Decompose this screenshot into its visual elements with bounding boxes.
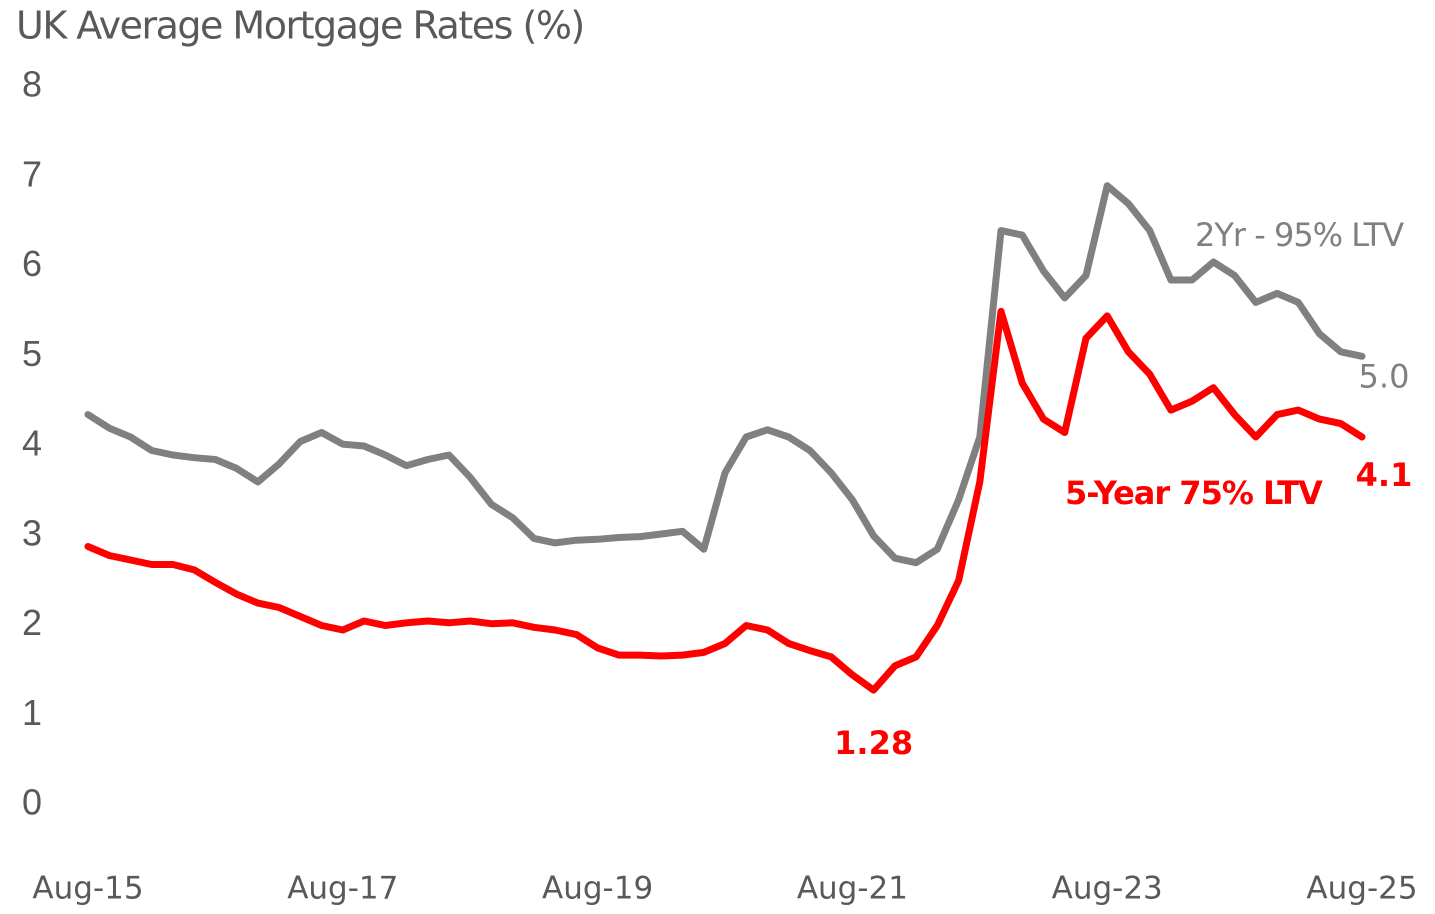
chart-title: UK Average Mortgage Rates (%) — [16, 4, 584, 48]
y-tick-label: 6 — [22, 243, 42, 284]
data-label: 4.1 — [1356, 456, 1413, 494]
x-tick-label: Aug-19 — [542, 871, 653, 907]
y-tick-label: 8 — [22, 64, 42, 105]
data-label: 1.28 — [834, 724, 913, 762]
series-line — [84, 307, 1366, 694]
y-tick-label: 4 — [22, 423, 42, 464]
y-tick-label: 0 — [22, 782, 42, 823]
series-label: 5-Year 75% LTV — [1065, 474, 1323, 512]
x-tick-label: Aug-17 — [287, 871, 398, 907]
y-tick-label: 5 — [22, 333, 42, 374]
y-tick-label: 2 — [22, 602, 42, 643]
series-label: 2Yr - 95% LTV — [1195, 216, 1404, 254]
y-tick-label: 7 — [22, 153, 42, 194]
y-tick-label: 3 — [22, 512, 42, 553]
data-label: 5.0 — [1359, 357, 1410, 395]
x-tick-label: Aug-25 — [1306, 871, 1417, 907]
x-tick-label: Aug-21 — [797, 871, 908, 907]
y-tick-label: 1 — [22, 692, 42, 733]
x-tick-label: Aug-23 — [1052, 871, 1163, 907]
series-line — [84, 182, 1366, 567]
x-tick-label: Aug-15 — [32, 871, 143, 907]
